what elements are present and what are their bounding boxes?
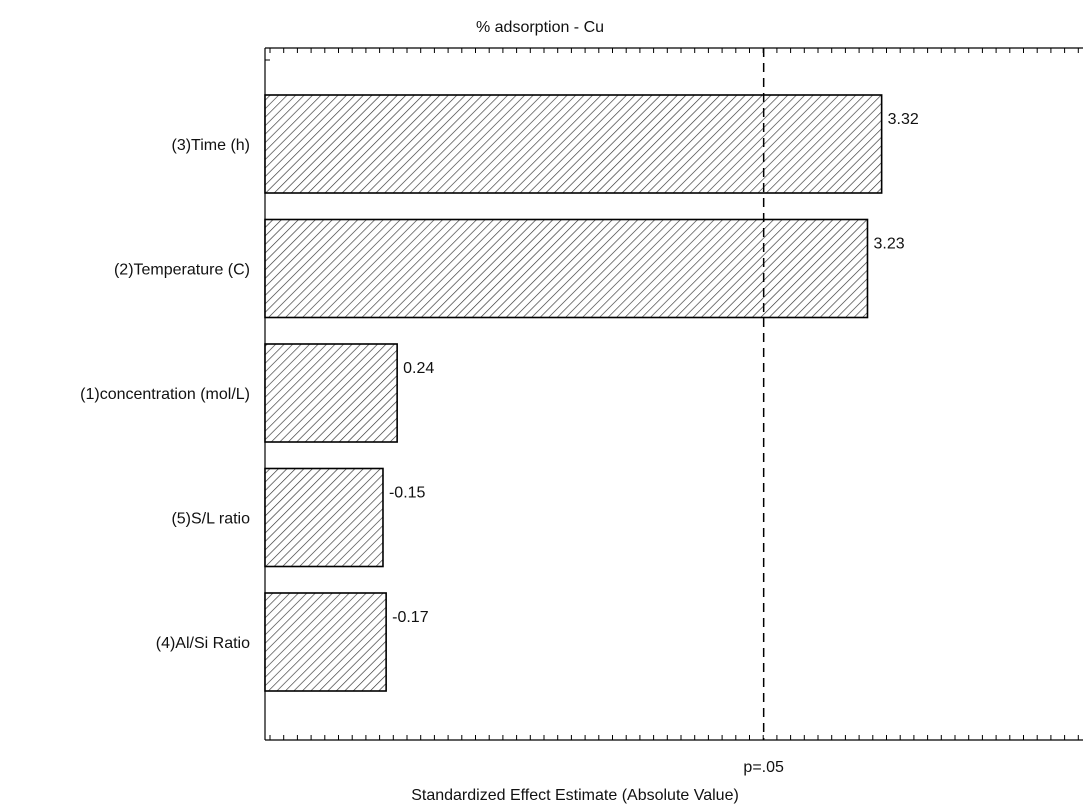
value-label: -0.15	[389, 485, 426, 502]
value-label: 0.24	[403, 360, 434, 377]
value-label: -0.17	[392, 609, 429, 626]
category-label: (2)Temperature (C)	[114, 262, 250, 279]
bars-group	[264, 94, 883, 692]
value-labels: 3.32 3.23 0.24 -0.15 -0.17	[389, 111, 919, 626]
bar	[264, 592, 387, 692]
significance-label: p=.05	[743, 759, 784, 776]
value-label: 3.32	[888, 111, 919, 128]
value-label: 3.23	[873, 236, 904, 253]
bar	[264, 343, 398, 443]
category-label: (3)Time (h)	[171, 137, 250, 154]
category-labels: (3)Time (h) (2)Temperature (C) (1)concentr…	[80, 137, 250, 652]
bar	[264, 94, 883, 194]
bar	[264, 218, 869, 319]
x-axis-label: Standardized Effect Estimate (Absolute V…	[411, 787, 739, 804]
chart-title: % adsorption - Cu	[476, 19, 604, 36]
axis-ticks	[269, 48, 1079, 740]
category-label: (5)S/L ratio	[171, 511, 250, 528]
bar	[264, 467, 384, 568]
category-label: (4)Al/Si Ratio	[156, 635, 250, 652]
category-label: (1)concentration (mol/L)	[80, 386, 250, 403]
